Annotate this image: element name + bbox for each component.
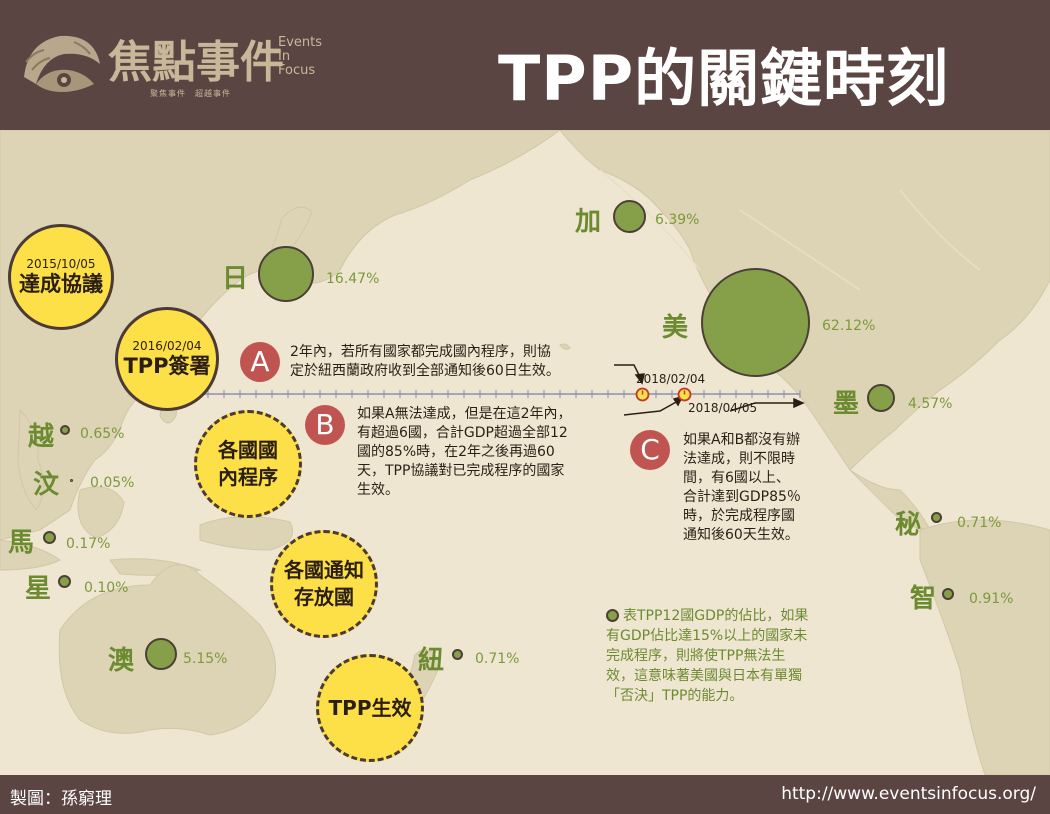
new-guinea-land <box>199 516 293 551</box>
country-label-vietnam: 越 <box>28 422 55 452</box>
gdp-bubble-canada <box>613 200 646 233</box>
country-pct-brunei: 0.05% <box>90 475 135 491</box>
country-label-australia: 澳 <box>108 646 135 676</box>
country-pct-singapore: 0.10% <box>84 580 129 596</box>
hawaii-land <box>559 343 571 350</box>
logo-eye-icon <box>24 35 100 92</box>
country-label-peru: 秘 <box>895 510 922 540</box>
scenario-c-line-4: 合計達到GDP85％ <box>683 489 801 505</box>
credit-text: 製圖：孫窮理 <box>10 789 112 809</box>
scenario-c-line-6: 通知後60天生效。 <box>683 527 799 543</box>
scenario-b-line-4: 天，TPP協議對已完成程序的國家 <box>357 463 565 479</box>
indochina-land <box>17 408 44 511</box>
country-pct-vietnam: 0.65% <box>80 426 125 442</box>
milestone-agreement-label: 達成協議 <box>19 272 103 296</box>
country-label-newzealand: 紐 <box>418 646 445 676</box>
legend-line-3: 完成程序，則將使TPP無法生 <box>606 648 786 664</box>
website-url[interactable]: http://www.eventsinfocus.org/ <box>781 784 1036 804</box>
scenario-b-line-1: 如果A無法達成，但是在這2年內， <box>357 406 572 422</box>
milestone-signing-date: 2016/02/04 <box>132 339 202 353</box>
legend-gdp-dot-icon <box>606 609 619 622</box>
country-label-chile: 智 <box>910 584 937 614</box>
country-label-brunei: 汶 <box>33 470 60 500</box>
borneo-land <box>77 486 125 539</box>
scenario-b-line-2: 有超過6國，合計GDP超過全部12 <box>357 425 568 441</box>
country-label-malaysia: 馬 <box>8 528 35 558</box>
gdp-bubble-japan <box>258 246 314 302</box>
page-title: TPP的關鍵時刻 <box>498 42 950 115</box>
logo-en-line-2: In <box>278 49 291 64</box>
milestone-domestic-line-2: 內程序 <box>218 465 278 489</box>
footer-bar <box>0 775 1050 814</box>
gdp-bubble-brunei <box>70 479 73 482</box>
logo-en-line-3: Focus <box>278 63 316 78</box>
country-pct-mexico: 4.57% <box>908 396 953 412</box>
scenario-b-line-5: 生效。 <box>357 482 399 498</box>
milestone-notify-line-2: 存放國 <box>294 585 354 609</box>
legend-line-5: 「否決」TPP的能力。 <box>606 688 744 704</box>
logo-english-text: Events In Focus <box>278 36 322 78</box>
gdp-bubble-malaysia <box>43 531 56 544</box>
indonesia-land <box>0 539 202 576</box>
country-label-usa: 美 <box>662 313 689 343</box>
milestone-agreement: 2015/10/05 達成協議 <box>8 224 114 330</box>
timeline-date-1: 2018/02/04 <box>636 372 706 386</box>
milestone-agreement-date: 2015/10/05 <box>26 257 96 271</box>
country-pct-japan: 16.47% <box>326 271 380 287</box>
scenario-a-marker: A <box>240 342 280 382</box>
scenario-b-line-3: 國的85%時，在2年之後再過60 <box>357 444 555 460</box>
clock-icon <box>677 387 692 402</box>
scenario-c-text: 如果A和B都沒有辦 法達成，則不限時 間，有6國以上、 合計達到GDP85％ 時… <box>683 431 833 545</box>
milestone-domestic-procedure: 各國國 內程序 <box>194 410 302 518</box>
clock-icon <box>635 387 650 402</box>
country-pct-usa: 62.12% <box>822 318 876 334</box>
south-america-land <box>919 519 1050 775</box>
country-pct-chile: 0.91% <box>969 591 1014 607</box>
scenario-c-marker: C <box>630 430 670 470</box>
milestone-signing: 2016/02/04 TPP簽署 <box>115 307 219 411</box>
milestone-domestic-line-1: 各國國 <box>218 438 278 462</box>
scenario-c-line-2: 法達成，則不限時 <box>683 451 795 467</box>
legend-line-1: 表TPP12國GDP的佔比，如果 <box>623 608 809 624</box>
gdp-bubble-singapore <box>58 575 71 588</box>
scenario-a-line-2: 定於紐西蘭政府收到全部通知後60日生效。 <box>290 363 560 379</box>
scenario-c-line-3: 間，有6國以上、 <box>683 470 790 486</box>
timeline-date-2: 2018/04/05 <box>688 401 758 415</box>
country-label-canada: 加 <box>575 207 602 237</box>
milestone-notify-depositary: 各國通知 存放國 <box>270 530 378 638</box>
country-pct-newzealand: 0.71% <box>475 651 520 667</box>
gdp-bubble-vietnam <box>60 425 70 435</box>
country-label-mexico: 墨 <box>833 389 860 419</box>
scenario-a-line-1: 2年內，若所有國家都完成國內程序，則協 <box>290 344 551 360</box>
scenario-b-marker: B <box>305 405 345 445</box>
logo-tagline: 聚焦事件 超越事件 <box>150 89 231 98</box>
gdp-bubble-australia <box>145 638 177 670</box>
logo-en-line-1: Events <box>278 35 323 50</box>
country-pct-peru: 0.71% <box>957 515 1002 531</box>
gdp-bubble-peru <box>931 512 942 523</box>
legend-note: 表TPP12國GDP的佔比，如果 有GDP佔比達15%以上的國家未 完成程序，則… <box>606 606 856 706</box>
logo-chinese-text: 焦點事件 <box>108 37 284 88</box>
milestone-effective: TPP生效 <box>316 654 424 762</box>
milestone-notify-line-1: 各國通知 <box>284 558 364 582</box>
header-banner <box>0 0 1050 130</box>
gdp-bubble-chile <box>942 588 954 600</box>
gdp-bubble-usa <box>701 268 810 377</box>
country-pct-canada: 6.39% <box>655 212 700 228</box>
country-label-singapore: 星 <box>25 574 52 604</box>
milestone-effective-label: TPP生效 <box>328 695 412 720</box>
legend-line-2: 有GDP佔比達15%以上的國家未 <box>606 628 808 644</box>
legend-line-4: 效，這意味著美國與日本有單獨 <box>606 668 802 684</box>
scenario-b-text: 如果A無法達成，但是在這2年內， 有超過6國，合計GDP超過全部12 國的85%… <box>357 405 627 500</box>
asia-land <box>0 130 561 541</box>
gdp-bubble-newzealand <box>452 649 463 660</box>
scenario-a-text: 2年內，若所有國家都完成國內程序，則協 定於紐西蘭政府收到全部通知後60日生效。 <box>290 343 620 381</box>
country-label-japan: 日 <box>222 264 249 294</box>
milestone-signing-label: TPP簽署 <box>123 354 211 378</box>
scenario-c-line-5: 時，於完成程序國 <box>683 508 795 524</box>
gdp-bubble-mexico <box>867 384 895 412</box>
country-pct-australia: 5.15% <box>183 651 228 667</box>
country-pct-malaysia: 0.17% <box>66 536 111 552</box>
scenario-c-line-1: 如果A和B都沒有辦 <box>683 432 801 448</box>
